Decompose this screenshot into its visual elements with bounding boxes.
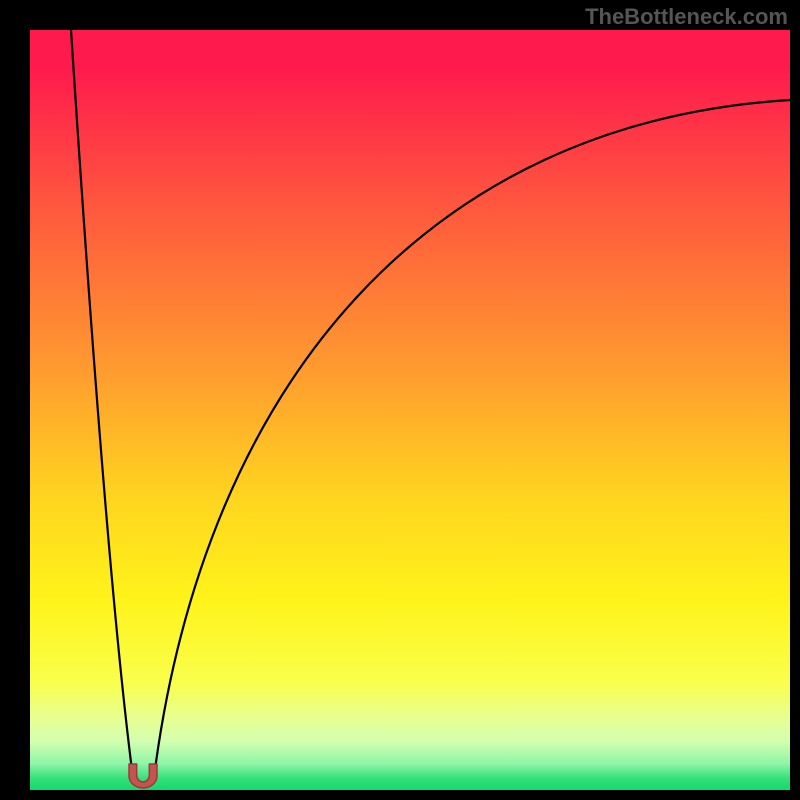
watermark-text: TheBottleneck.com bbox=[585, 4, 788, 30]
bottleneck-chart bbox=[0, 0, 800, 800]
chart-container: TheBottleneck.com bbox=[0, 0, 800, 800]
